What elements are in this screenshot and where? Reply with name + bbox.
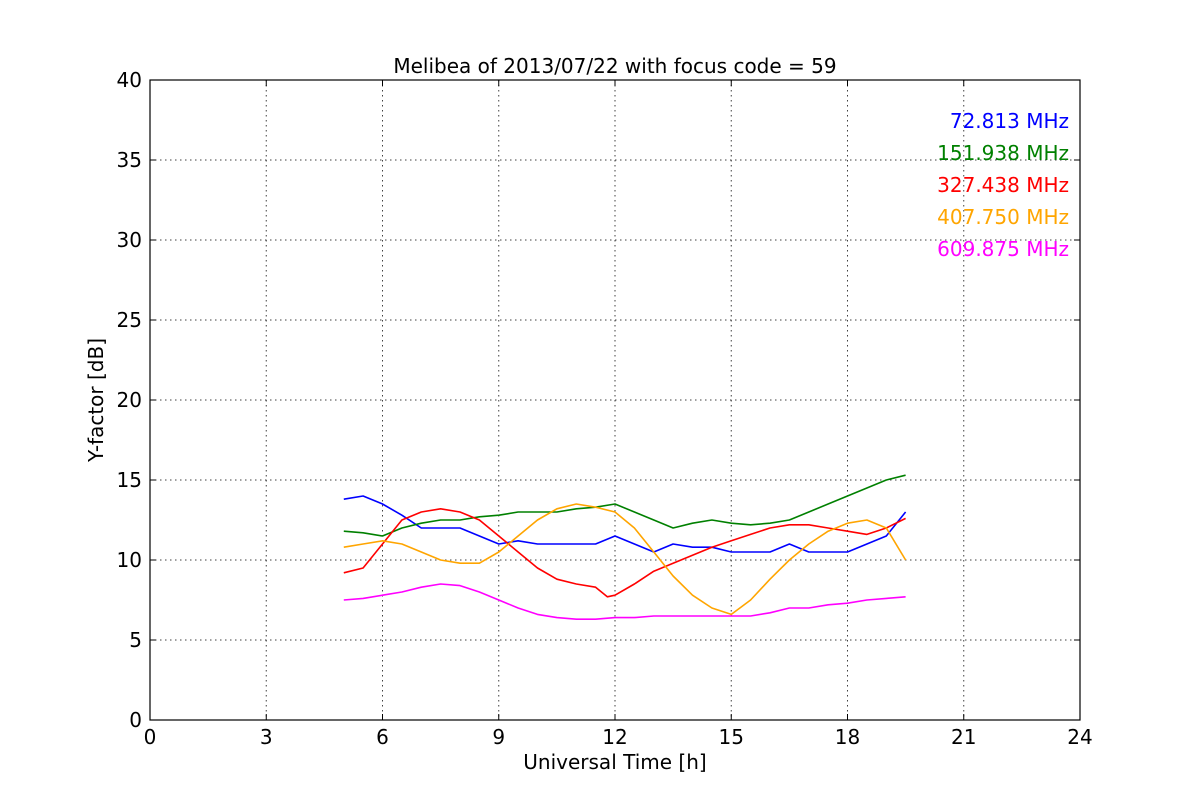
legend-entry-609-875-mhz: 609.875 MHz xyxy=(937,237,1069,261)
y-tick-label: 5 xyxy=(129,628,142,652)
x-tick-label: 18 xyxy=(835,725,860,749)
chart-title: Melibea of 2013/07/22 with focus code = … xyxy=(393,54,836,78)
legend: 72.813 MHz 151.938 MHz 327.438 MHz 407.750 … xyxy=(937,109,1069,261)
y-tick-label: 35 xyxy=(117,148,142,172)
series-line-151-938-mhz xyxy=(343,474,906,537)
legend-entry-327-438-mhz: 327.438 MHz xyxy=(937,173,1069,197)
gridlines xyxy=(150,80,1080,720)
y-tick-label: 0 xyxy=(129,708,142,732)
y-tick-labels: 0 5 10 15 20 25 30 35 40 xyxy=(117,68,142,732)
y-axis-label: Y-factor [dB] xyxy=(84,338,108,463)
legend-entry-407-750-mhz: 407.750 MHz xyxy=(937,205,1069,229)
x-tick-label: 24 xyxy=(1067,725,1092,749)
series-line-72-813-mhz xyxy=(343,495,907,553)
legend-entry-72-813-mhz: 72.813 MHz xyxy=(950,109,1069,133)
x-tick-label: 9 xyxy=(492,725,505,749)
x-tick-label: 3 xyxy=(260,725,273,749)
y-tick-label: 30 xyxy=(117,228,142,252)
series-line-609-875-mhz xyxy=(343,583,906,621)
series-line-407-750-mhz xyxy=(343,503,907,616)
x-tick-label: 15 xyxy=(719,725,744,749)
x-axis-label: Universal Time [h] xyxy=(523,750,706,774)
y-tick-label: 25 xyxy=(117,308,142,332)
series-line-327-438-mhz xyxy=(343,507,906,598)
tick-marks xyxy=(149,79,1081,721)
x-tick-label: 21 xyxy=(951,725,976,749)
y-tick-label: 10 xyxy=(117,548,142,572)
y-tick-label: 15 xyxy=(117,468,142,492)
y-tick-label: 40 xyxy=(117,68,142,92)
x-tick-label: 6 xyxy=(376,725,389,749)
x-tick-labels: 0 3 6 9 12 15 18 21 24 xyxy=(144,725,1093,749)
series-layer xyxy=(343,474,907,621)
x-tick-label: 0 xyxy=(144,725,157,749)
y-tick-label: 20 xyxy=(117,388,142,412)
legend-entry-151-938-mhz: 151.938 MHz xyxy=(937,141,1069,165)
x-tick-label: 12 xyxy=(602,725,627,749)
